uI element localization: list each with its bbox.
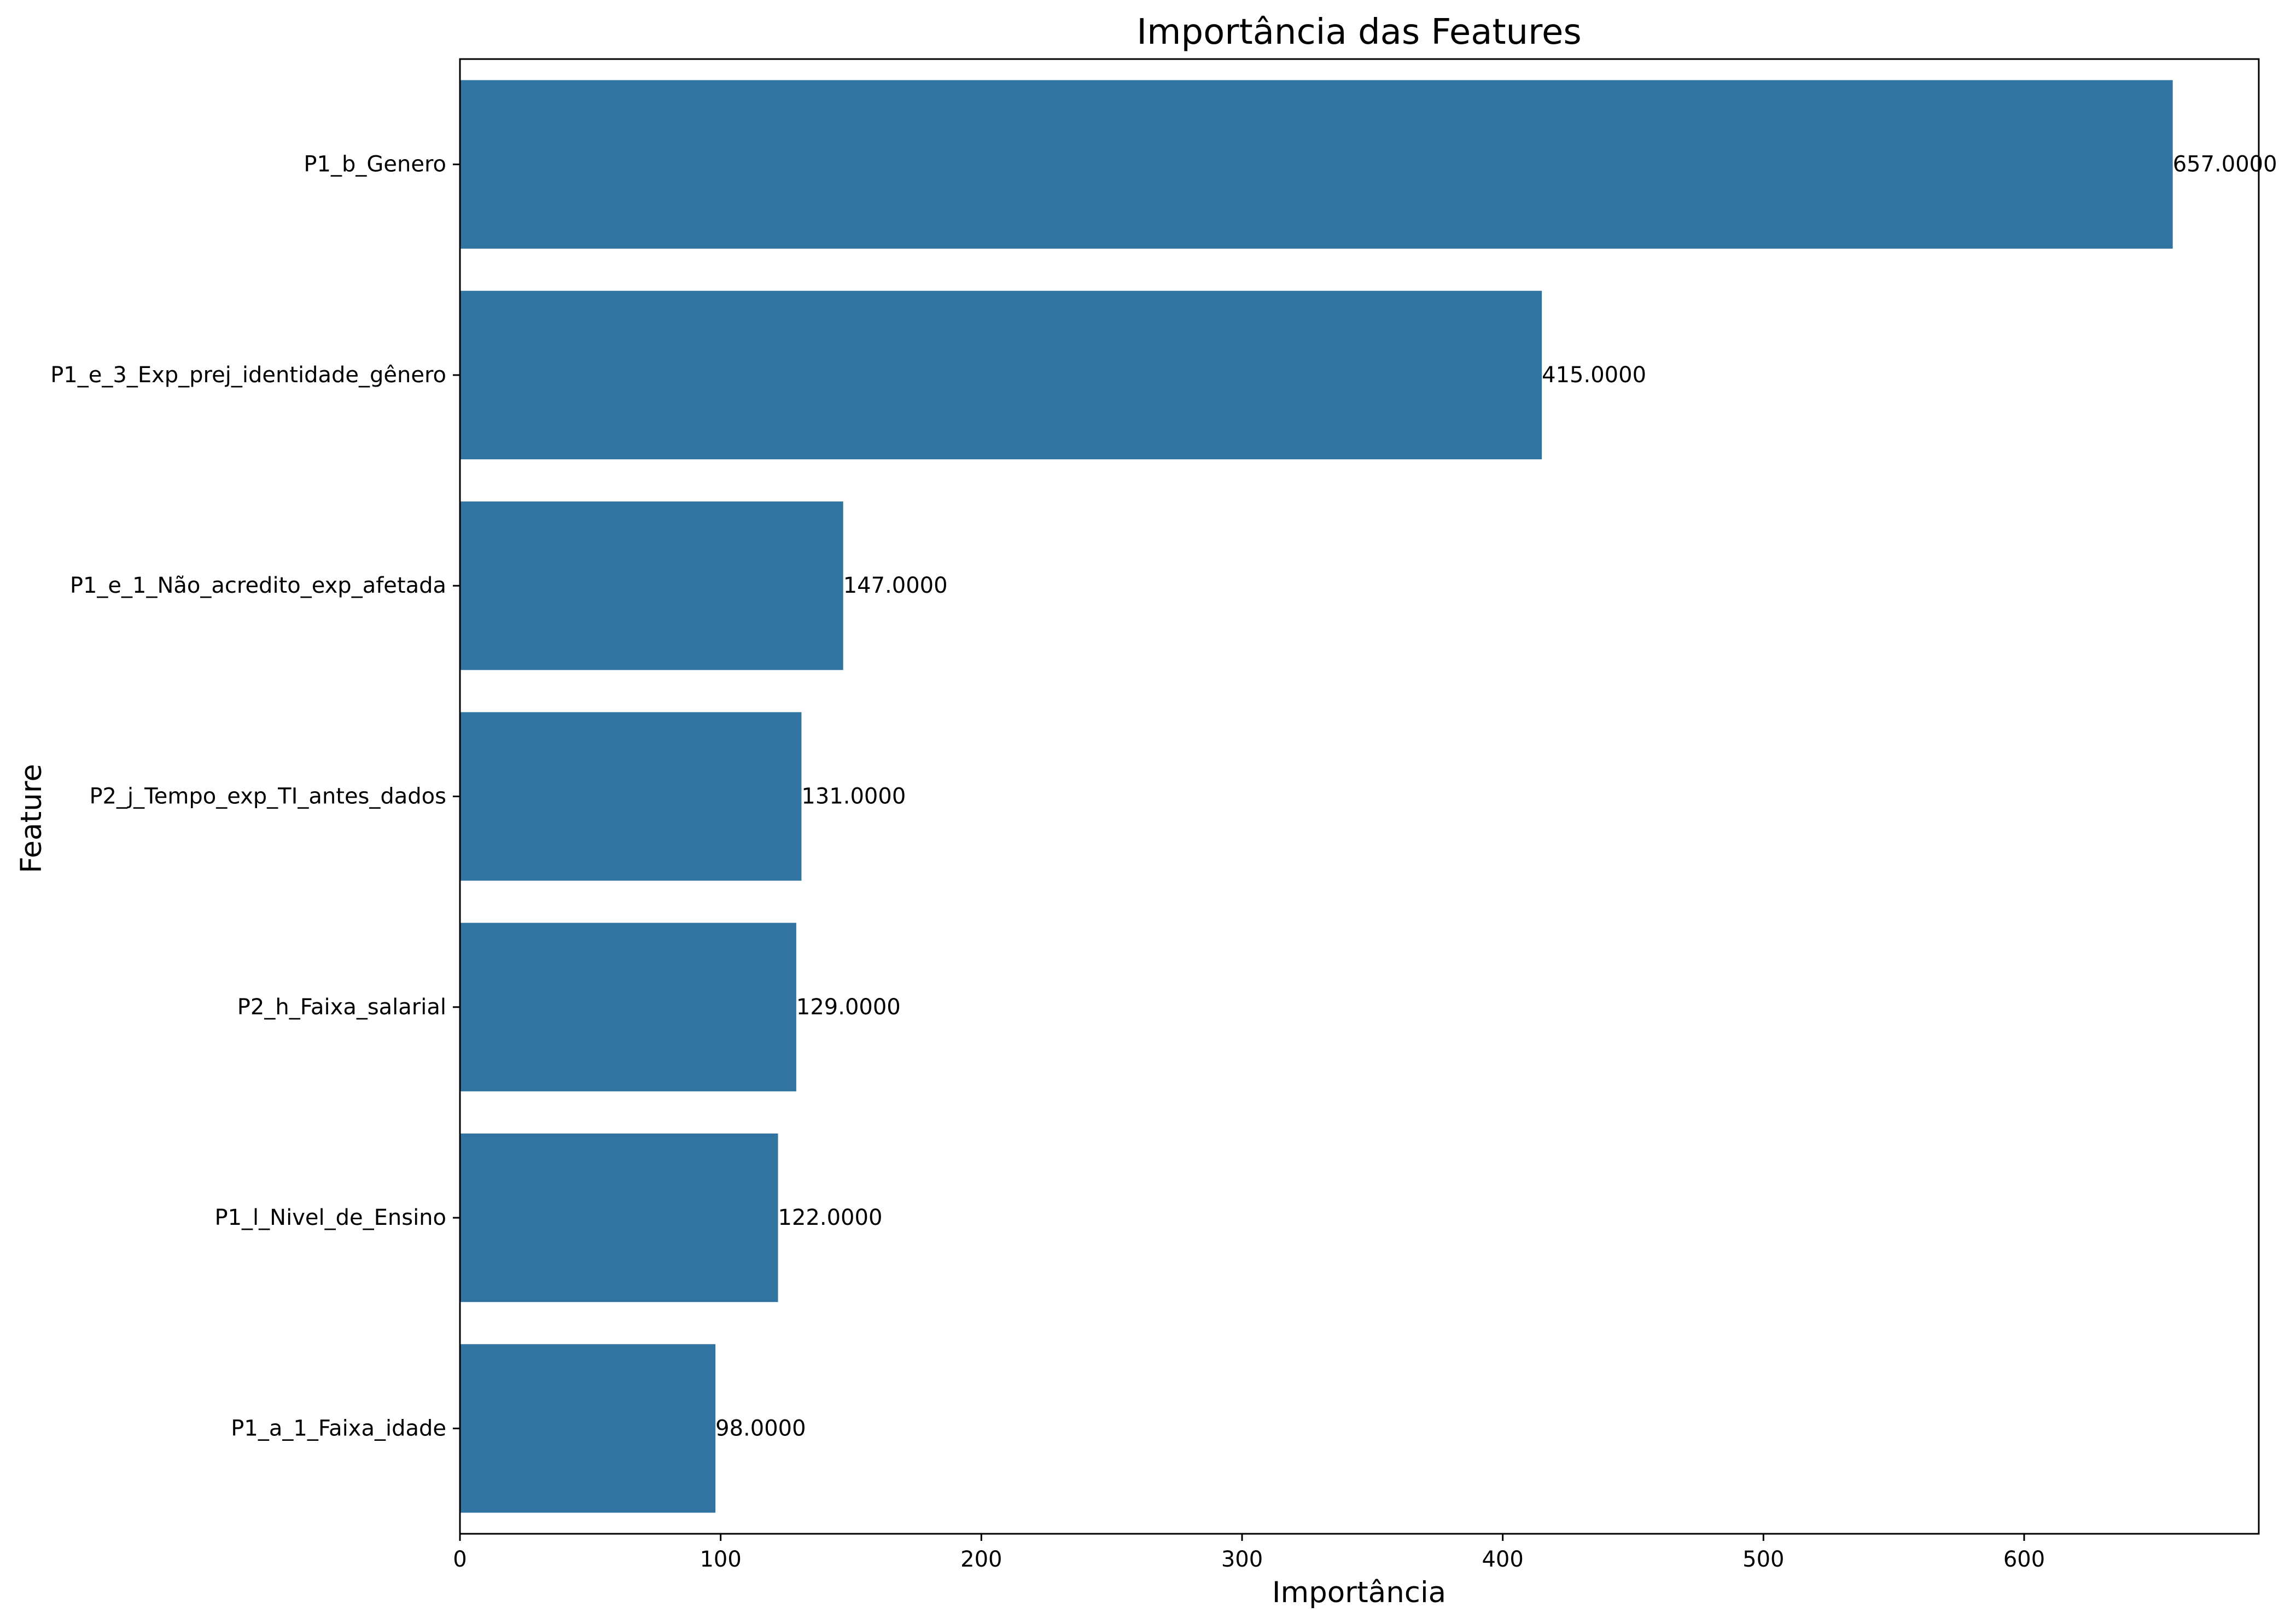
y-tick-label: P1_l_Nivel_de_Ensino <box>214 1205 446 1230</box>
x-axis-ticks: 0 100 200 300 400 500 600 <box>453 1534 2045 1572</box>
x-tick-label: 300 <box>1221 1547 1263 1572</box>
bar <box>460 712 802 881</box>
chart-title: Importância das Features <box>1136 12 1581 52</box>
x-tick-label: 100 <box>700 1547 741 1572</box>
y-axis-label: Feature <box>15 764 48 873</box>
bar <box>460 1344 716 1513</box>
bar-value-label: 415.0000 <box>1542 363 1646 388</box>
x-axis-label: Importância <box>1272 1576 1446 1609</box>
bar-value-label: 657.0000 <box>2173 152 2277 177</box>
y-tick-label: P1_e_1_Não_acredito_exp_afetada <box>70 573 446 598</box>
bar <box>460 290 1542 460</box>
bar-value-label: 131.0000 <box>801 784 906 809</box>
y-tick-label: P2_h_Faixa_salarial <box>237 995 446 1020</box>
y-tick-label: P1_e_3_Exp_prej_identidade_gênero <box>50 363 446 388</box>
bar <box>460 1133 778 1302</box>
x-tick-label: 600 <box>2003 1547 2045 1572</box>
y-tick-label: P2_j_Tempo_exp_TI_antes_dados <box>89 784 446 809</box>
y-axis-ticks: P1_b_Genero P1_e_3_Exp_prej_identidade_gê… <box>50 152 460 1441</box>
value-labels-group: 657.0000 415.0000 147.0000 131.0000 129.0000… <box>715 152 2277 1441</box>
bar <box>460 922 796 1091</box>
x-tick-label: 400 <box>1482 1547 1523 1572</box>
bar <box>460 501 843 670</box>
bar-value-label: 147.0000 <box>843 573 948 598</box>
y-tick-label: P1_a_1_Faixa_idade <box>231 1416 446 1441</box>
x-tick-label: 200 <box>960 1547 1002 1572</box>
bar-value-label: 98.0000 <box>715 1416 806 1441</box>
bar-value-label: 129.0000 <box>796 995 901 1020</box>
y-tick-label: P1_b_Genero <box>304 152 446 177</box>
plot-frame <box>459 58 2260 1535</box>
x-tick-label: 500 <box>1742 1547 1784 1572</box>
x-tick-label: 0 <box>453 1547 467 1572</box>
bars-group <box>460 80 2173 1513</box>
bar-value-label: 122.0000 <box>778 1205 883 1230</box>
bar <box>460 80 2173 249</box>
